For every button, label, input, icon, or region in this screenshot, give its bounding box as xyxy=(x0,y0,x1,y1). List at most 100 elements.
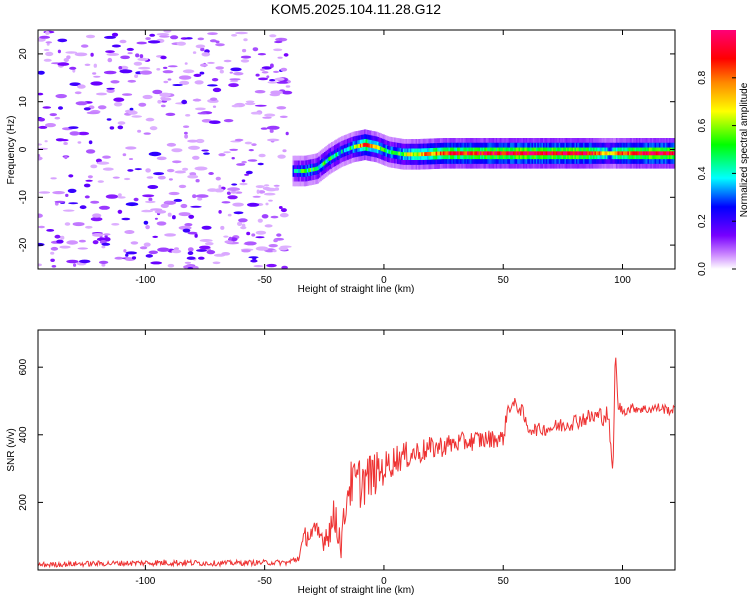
colorbar: 0.0 0.2 0.4 0.6 0.8 Normalized spectral ampl… xyxy=(697,30,750,276)
spectrogram-noise-cell xyxy=(208,172,214,175)
spectrogram-noise-cell xyxy=(150,261,163,265)
spectrogram-noise-cell xyxy=(203,152,210,155)
spectrogram-noise-cell xyxy=(38,117,45,122)
spectrogram-ridge-cell xyxy=(306,168,309,173)
spectrogram-noise-cell xyxy=(195,194,209,198)
spectrogram-ridge-cell xyxy=(661,151,664,156)
spectrogram-ridge-cell xyxy=(354,144,357,149)
spectrogram-noise-cell xyxy=(68,126,79,129)
spectrogram-noise-cell xyxy=(172,160,182,164)
spectrogram-noise-cell xyxy=(227,213,232,217)
spectrogram-noise-cell xyxy=(248,149,254,152)
spectrogram-ridge-cell xyxy=(397,151,400,156)
spectrogram-noise-cell xyxy=(254,90,266,94)
spectrogram-noise-cell xyxy=(237,221,243,226)
spectrogram-ridge-cell xyxy=(471,151,474,156)
spectrogram-noise-cell xyxy=(246,231,251,236)
spectrogram-noise-cell xyxy=(57,49,62,54)
spectrogram-noise-cell xyxy=(145,117,155,122)
spectrogram-noise-cell xyxy=(261,214,269,219)
spectrogram-ridge-cell xyxy=(650,151,653,156)
spectrogram-noise-cell xyxy=(135,53,140,58)
snr-y-tick-label: 600 xyxy=(18,358,29,375)
spectrogram-noise-cell xyxy=(77,84,86,89)
spectrogram-noise-cell xyxy=(117,121,126,125)
spectrogram-x-tick-label: 0 xyxy=(381,275,387,286)
spectrogram-noise-cell xyxy=(192,98,202,102)
spectrogram-noise-cell xyxy=(156,33,170,36)
spectrogram-noise-cell xyxy=(199,239,213,242)
spectrogram-noise-cell xyxy=(149,126,158,131)
spectrogram-noise-cell xyxy=(223,119,234,123)
spectrogram-noise-cell xyxy=(283,53,289,57)
spectrogram-noise-cell xyxy=(85,179,93,182)
spectrogram-x-tick-label: 100 xyxy=(614,275,631,286)
spectrogram-noise-cell xyxy=(195,138,205,144)
spectrogram-ridge-cell xyxy=(624,151,627,156)
spectrogram-noise-cell xyxy=(250,259,258,263)
spectrogram-noise-cell xyxy=(139,54,144,59)
spectrogram-noise-cell xyxy=(45,51,54,57)
spectrogram-noise-cell xyxy=(233,211,244,215)
spectrogram-noise-cell xyxy=(221,201,231,204)
spectrogram-ridge-cell xyxy=(577,151,580,156)
spectrogram-y-tick-label: 10 xyxy=(18,96,29,108)
spectrogram-ridge-cell xyxy=(626,151,629,156)
spectrogram-noise-cell xyxy=(279,213,289,218)
spectrogram-ridge-cell xyxy=(418,152,421,157)
spectrogram-noise-cell xyxy=(172,215,176,220)
spectrogram-noise-cell xyxy=(231,104,240,108)
spectrogram-noise-cell xyxy=(137,57,149,62)
spectrogram-noise-cell xyxy=(83,183,91,188)
colorbar-tick-label: 0.6 xyxy=(697,118,708,132)
spectrogram-ridge-cell xyxy=(565,151,569,156)
spectrogram-noise-cell xyxy=(210,97,218,101)
spectrogram-cells xyxy=(38,30,675,269)
spectrogram-noise-cell xyxy=(65,193,69,197)
spectrogram-noise-cell xyxy=(160,55,167,60)
spectrogram-noise-cell xyxy=(69,131,80,136)
spectrogram-ridge-cell xyxy=(378,146,381,150)
spectrogram-noise-cell xyxy=(147,40,161,44)
spectrogram-ridge-cell xyxy=(505,151,508,156)
spectrogram-noise-cell xyxy=(105,194,119,199)
spectrogram-noise-cell xyxy=(104,235,108,238)
spectrogram-noise-cell xyxy=(92,233,104,237)
colorbar-tick-label: 0.0 xyxy=(697,262,708,276)
spectrogram-ridge-cell xyxy=(525,151,528,156)
spectrogram-ridge-cell xyxy=(331,155,334,160)
spectrogram-noise-cell xyxy=(109,126,115,130)
spectrogram-noise-cell xyxy=(220,225,225,230)
spectrogram-noise-cell xyxy=(142,209,150,213)
colorbar-tick-label: 0.4 xyxy=(697,166,708,180)
spectrogram-ridge-cell xyxy=(581,151,584,156)
spectrogram-ridge-cell xyxy=(395,151,398,156)
spectrogram-ridge-cell xyxy=(544,151,547,156)
spectrogram-noise-cell xyxy=(178,184,187,189)
spectrogram-noise-cell xyxy=(258,190,266,194)
spectrogram-noise-cell xyxy=(122,153,127,157)
spectrogram-noise-cell xyxy=(174,170,187,174)
spectrogram-ridge-cell xyxy=(482,151,486,156)
spectrogram-ridge-cell xyxy=(597,151,600,156)
spectrogram-noise-cell xyxy=(38,125,48,129)
spectrogram-noise-cell xyxy=(157,99,162,104)
spectrogram-noise-cell xyxy=(113,102,123,107)
spectrogram-noise-cell xyxy=(277,154,286,159)
spectrogram-ridge-cell xyxy=(621,151,624,156)
spectrogram-ridge-cell xyxy=(455,151,458,156)
spectrogram-noise-cell xyxy=(240,55,252,59)
spectrogram-noise-cell xyxy=(276,106,287,110)
spectrogram-noise-cell xyxy=(134,168,142,171)
spectrogram-ridge-cell xyxy=(465,151,468,156)
spectrogram-noise-cell xyxy=(269,79,276,82)
spectrogram-noise-cell xyxy=(101,242,111,246)
spectrogram-noise-cell xyxy=(106,118,112,121)
colorbar-ticks: 0.0 0.2 0.4 0.6 0.8 xyxy=(697,70,736,276)
spectrogram-ridge-cell xyxy=(336,152,340,156)
spectrogram-noise-cell xyxy=(224,240,234,244)
spectrogram-ridge-cell xyxy=(404,152,407,157)
spectrogram-noise-cell xyxy=(201,149,209,152)
spectrogram-noise-cell xyxy=(159,35,170,38)
spectrogram-noise-cell xyxy=(146,176,154,179)
